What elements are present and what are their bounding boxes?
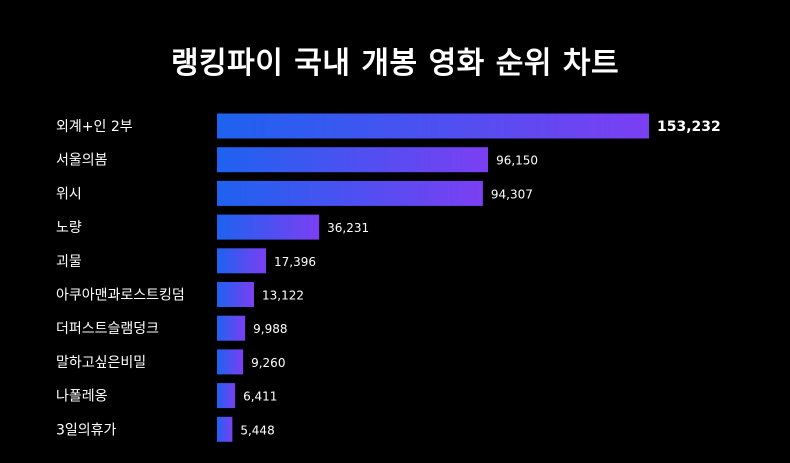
category-label: 서울의봄: [56, 153, 108, 169]
value-label: 17,396: [274, 255, 316, 269]
bar: [217, 248, 267, 274]
value-label: 6,411: [243, 390, 277, 404]
bar: [217, 214, 320, 240]
bar: [217, 147, 489, 173]
value-label: 9,988: [253, 322, 287, 336]
value-label: 96,150: [496, 154, 538, 168]
value-label: 36,231: [327, 221, 369, 235]
chart-title: 랭킹파이 국내 개봉 영화 순위 차트: [170, 46, 620, 81]
bar: [217, 113, 649, 139]
category-label: 괴물: [56, 254, 82, 270]
category-label: 3일의휴가: [56, 422, 117, 438]
bar: [217, 416, 233, 442]
bar: [217, 315, 246, 341]
bar: [217, 180, 483, 206]
bar: [217, 383, 236, 409]
category-label: 아쿠아맨과로스트킹덤: [56, 288, 185, 304]
value-label: 153,232: [657, 119, 721, 135]
value-label: 9,260: [251, 356, 285, 370]
bars-group: 외계+인 2부 153,232 서울의봄 96,150 위시 94,307 노량 36,231…: [56, 113, 721, 442]
category-label: 더퍼스트슬램덩크: [56, 321, 159, 337]
value-label: 13,122: [262, 289, 304, 303]
category-label: 외계+인 2부: [56, 119, 133, 135]
category-label: 노량: [56, 220, 82, 236]
category-label: 나폴레옹: [56, 389, 108, 405]
value-label: 5,448: [240, 423, 274, 437]
bar: [217, 349, 244, 375]
category-label: 위시: [56, 186, 82, 202]
category-label: 말하고싶은비밀: [56, 355, 146, 371]
bar: [217, 282, 254, 307]
value-label: 94,307: [491, 187, 533, 201]
